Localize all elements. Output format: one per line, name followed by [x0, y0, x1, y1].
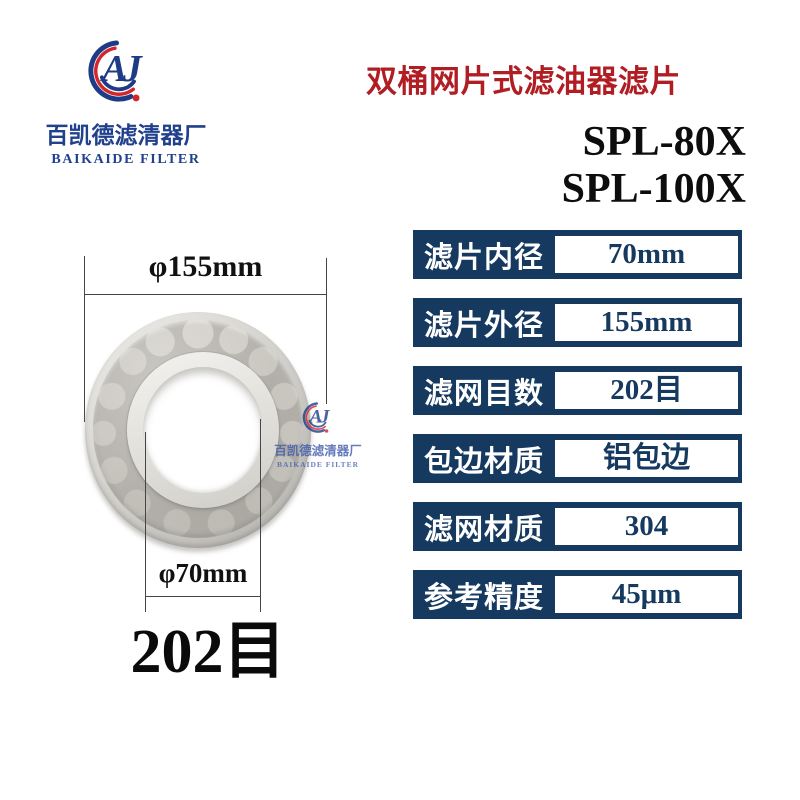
brand-name-chinese: 百凯德滤清器厂	[45, 122, 207, 148]
outer-diameter-label: φ155mm	[148, 250, 263, 283]
outer-dimension-extension-right	[326, 258, 327, 404]
spec-label: 滤片内径	[423, 241, 544, 274]
spec-label: 滤网目数	[423, 377, 544, 410]
page-title: 双桶网片式滤油器滤片	[366, 64, 681, 99]
spec-row-mesh-material: 滤网材质 304	[413, 502, 742, 551]
spec-value: 70mm	[555, 236, 738, 273]
spec-label: 参考精度	[423, 581, 544, 614]
spec-value: 45μm	[555, 576, 738, 613]
inner-dimension-extension-left	[145, 432, 146, 612]
mesh-count-caption: 202目	[130, 618, 286, 686]
filter-center-hole	[143, 367, 263, 493]
inner-diameter-label: φ70mm	[158, 558, 248, 588]
model-number-line1: SPL-80X	[582, 119, 746, 165]
filter-disc-photo	[85, 312, 311, 548]
spec-row-outer-diameter: 滤片外径 155mm	[413, 298, 742, 347]
brand-logo: 百凯德滤清器厂 BAIKAIDE FILTER	[40, 28, 212, 168]
inner-dimension-extension-right	[260, 419, 261, 612]
inner-dimension-line	[145, 596, 261, 597]
model-numbers: SPL-80X SPL-100X	[562, 119, 746, 213]
brand-name-english: BAIKAIDE FILTER	[51, 152, 201, 167]
outer-dimension-line	[84, 294, 327, 295]
spec-row-precision: 参考精度 45μm	[413, 570, 742, 619]
spec-row-inner-diameter: 滤片内径 70mm	[413, 230, 742, 279]
spec-row-mesh-count: 滤网目数 202目	[413, 366, 742, 415]
spec-label: 包边材质	[423, 445, 544, 478]
watermark-name-english: BAIKAIDE FILTER	[276, 460, 360, 469]
brand-monogram-icon	[81, 32, 157, 110]
model-number-line2: SPL-100X	[561, 166, 746, 212]
watermark: 百凯德滤清器厂 BAIKAIDE FILTER	[270, 398, 366, 469]
spec-table: 滤片内径 70mm 滤片外径 155mm 滤网目数 202目 包边材质 铝包边 …	[413, 230, 742, 638]
spec-label: 滤片外径	[423, 309, 544, 342]
watermark-monogram-icon	[299, 398, 337, 437]
spec-value: 155mm	[555, 304, 738, 341]
spec-value: 202目	[555, 372, 738, 409]
spec-value: 304	[555, 508, 738, 545]
watermark-name-chinese: 百凯德滤清器厂	[274, 444, 362, 458]
outer-dimension-extension-left	[84, 256, 85, 422]
spec-row-edge-material: 包边材质 铝包边	[413, 434, 742, 483]
spec-label: 滤网材质	[423, 513, 544, 546]
spec-value: 铝包边	[555, 440, 738, 477]
